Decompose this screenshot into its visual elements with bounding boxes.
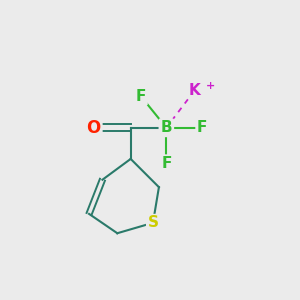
Text: O: O — [86, 119, 101, 137]
Text: F: F — [161, 156, 172, 171]
Text: S: S — [148, 215, 158, 230]
Text: F: F — [136, 89, 146, 104]
Text: B: B — [160, 120, 172, 135]
Text: +: + — [206, 81, 216, 91]
Text: K: K — [189, 83, 200, 98]
Text: F: F — [197, 120, 207, 135]
